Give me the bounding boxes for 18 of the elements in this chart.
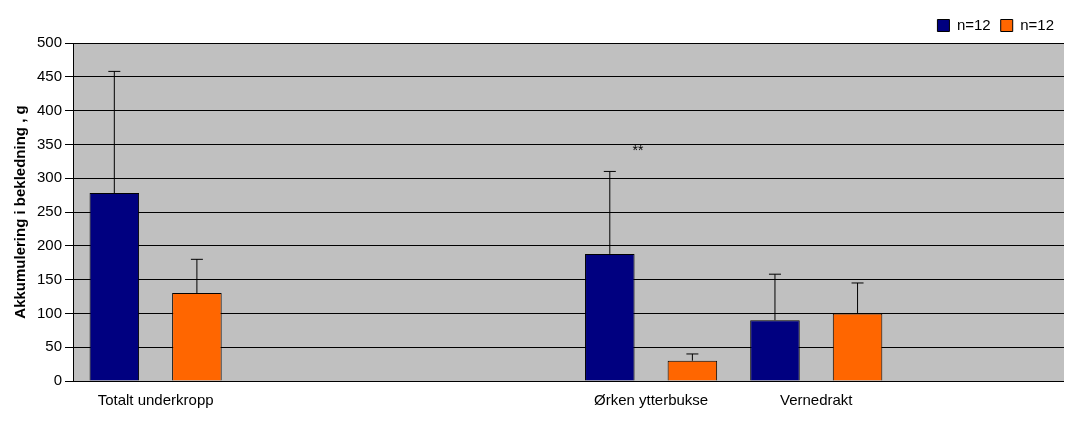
x-tick-label: Vernedrakt <box>779 391 854 409</box>
y-tick-label: 50 <box>45 337 63 355</box>
y-tick-label: 200 <box>37 235 63 253</box>
y-tick-label: 400 <box>37 100 63 118</box>
x-tick-label: Ørken ytterbukse <box>593 391 709 409</box>
y-tick-label: 500 <box>37 33 63 51</box>
y-tick-label: 150 <box>37 269 63 287</box>
y-tick-label: 350 <box>37 134 63 152</box>
x-tick-label: Totalt underkropp <box>97 391 214 409</box>
y-tick-label: 0 <box>53 371 63 389</box>
legend-label: n=12 <box>956 15 991 33</box>
y-axis-title: Akkumulering i bekledning , g <box>11 105 29 319</box>
y-tick-label: 250 <box>37 202 63 220</box>
y-tick-label: 100 <box>37 303 63 321</box>
annotation: ** <box>632 142 644 159</box>
y-tick-label: 450 <box>37 66 63 84</box>
y-tick-label: 300 <box>37 168 63 186</box>
legend-label: n=12 <box>1020 15 1055 33</box>
